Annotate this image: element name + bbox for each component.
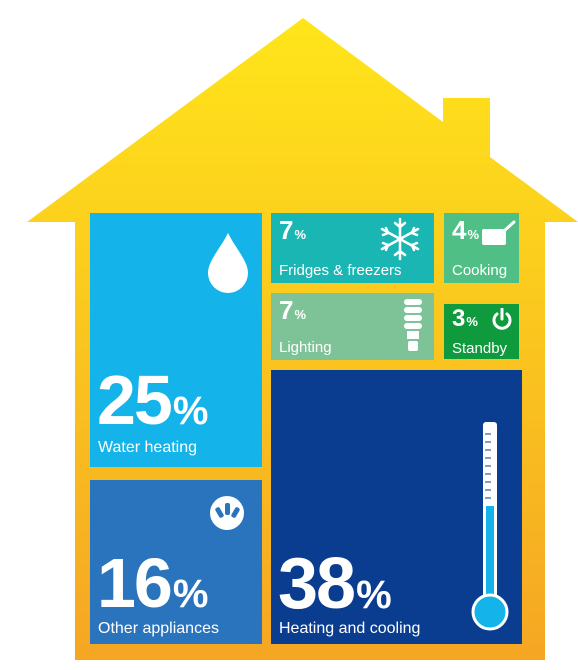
label-lighting: Lighting bbox=[279, 339, 332, 356]
tile-fridges-freezers: 7% Fridges & freezers bbox=[271, 213, 434, 283]
label-heating-cooling: Heating and cooling bbox=[279, 620, 421, 637]
label-fridges-freezers: Fridges & freezers bbox=[279, 262, 402, 279]
power-plug-icon bbox=[210, 496, 244, 530]
thermometer-icon bbox=[471, 422, 509, 631]
cooking-pot-icon bbox=[482, 220, 516, 245]
tile-lighting: 7% Lighting bbox=[271, 293, 434, 360]
label-cooking: Cooking bbox=[452, 262, 508, 279]
power-button-icon bbox=[492, 308, 512, 330]
tile-heating-cooling: 38% Heating and cooling bbox=[271, 370, 522, 644]
tile-water-heating: 25% Water heating bbox=[90, 213, 262, 467]
water-drop-icon bbox=[208, 233, 248, 293]
label-standby: Standby bbox=[452, 340, 508, 357]
value-standby: 3% bbox=[452, 305, 478, 332]
tile-other-appliances: 16% Other appliances bbox=[90, 480, 262, 644]
value-other-appliances: 16% bbox=[97, 544, 209, 622]
label-other-appliances: Other appliances bbox=[98, 620, 219, 637]
value-cooking: 4% bbox=[452, 215, 480, 245]
value-lighting: 7% bbox=[279, 295, 307, 325]
label-water-heating: Water heating bbox=[98, 439, 198, 456]
value-fridges-freezers: 7% bbox=[279, 215, 307, 245]
value-heating-cooling: 38% bbox=[278, 544, 392, 624]
tile-cooking: 4% Cooking bbox=[444, 213, 519, 283]
light-bulb-icon bbox=[404, 299, 422, 351]
value-water-heating: 25% bbox=[97, 361, 209, 439]
tile-standby: 3% Standby bbox=[444, 304, 519, 359]
snowflake-icon bbox=[380, 217, 420, 261]
